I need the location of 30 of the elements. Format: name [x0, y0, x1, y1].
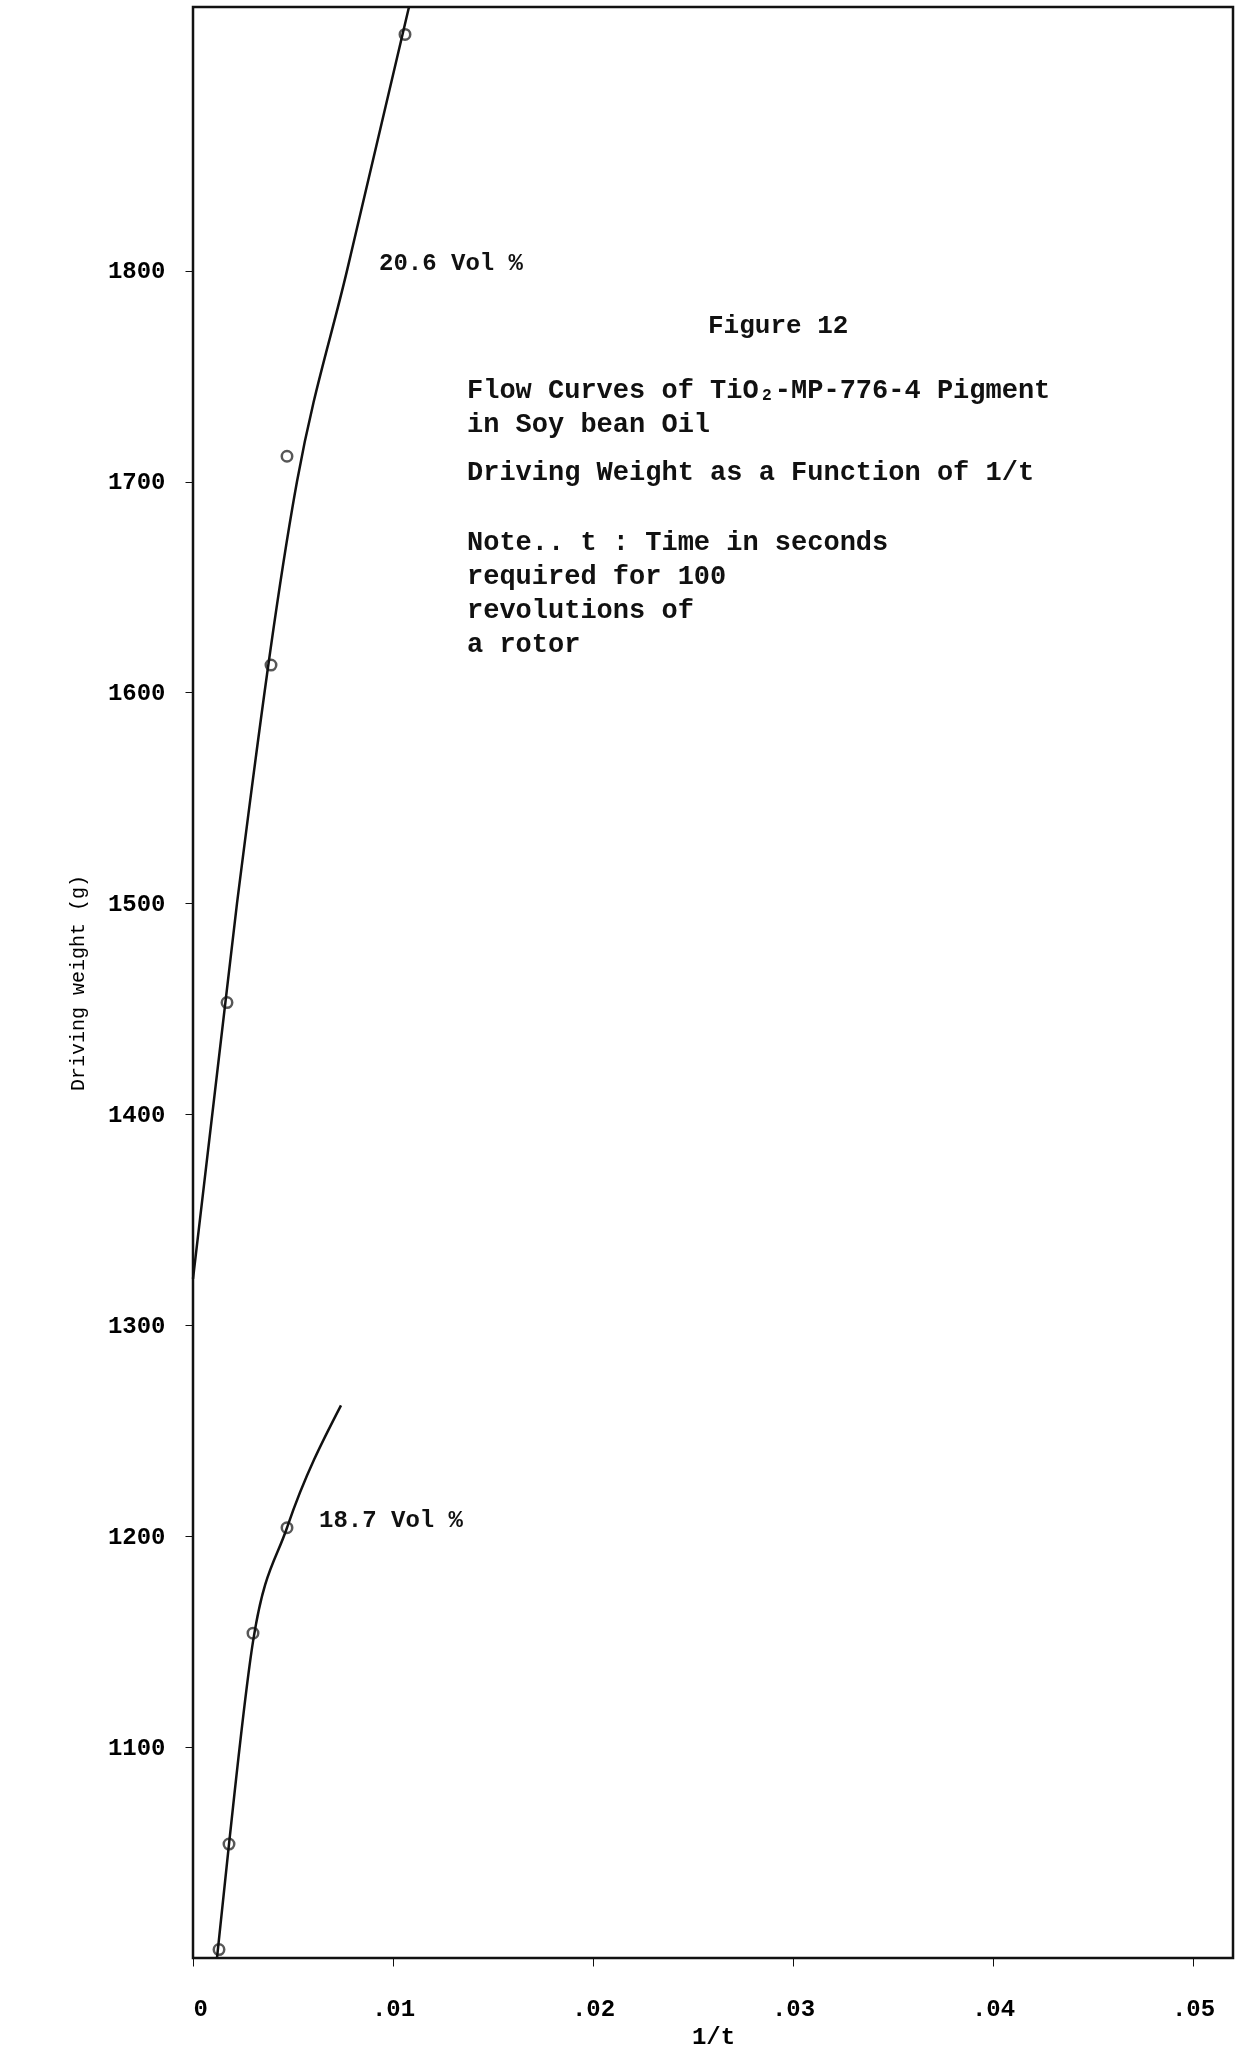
x-tick-label: .02: [571, 1995, 616, 2023]
y-tick-label: 1500: [107, 890, 166, 918]
point: [280, 1521, 294, 1535]
series-label: 18.7 Vol %: [319, 1506, 464, 1534]
point: [222, 1837, 236, 1851]
point: [212, 1943, 226, 1957]
series-label: 20.6 Vol %: [379, 249, 524, 277]
y-tick-label: 1400: [107, 1101, 166, 1129]
text: Figure 12: [708, 311, 849, 341]
point: [280, 449, 294, 463]
point: [398, 27, 412, 41]
point: [246, 1626, 260, 1640]
annotation: Note.. t : Time in seconds required for 100 revolutions of a rotor: [467, 528, 889, 660]
y-tick-label: 1600: [107, 679, 166, 707]
y-tick-label: 1800: [107, 258, 166, 286]
x-tick-label: .05: [1171, 1995, 1216, 2023]
y-tick-label: 1100: [107, 1734, 166, 1762]
point: [264, 658, 278, 672]
x-tick-label: 0: [193, 1995, 208, 2023]
y-tick-label: 1200: [107, 1523, 166, 1551]
x-tick-label: .04: [971, 1995, 1016, 2023]
y-tick-label: 1300: [107, 1312, 166, 1340]
x-axis-title: 1/t: [691, 2023, 736, 2051]
x-tick-label: .03: [771, 1995, 816, 2023]
annotation: Driving Weight as a Function of 1/t: [467, 458, 1035, 488]
text: Flow Curves of TiO₂-MP-776-4 Pigment in Soy bean Oil: [467, 376, 1051, 440]
point: [220, 996, 234, 1010]
x-tick-label: .01: [371, 1995, 416, 2023]
y-tick-label: 1700: [107, 469, 166, 497]
y-axis-title: Driving weight (g): [66, 874, 90, 1092]
